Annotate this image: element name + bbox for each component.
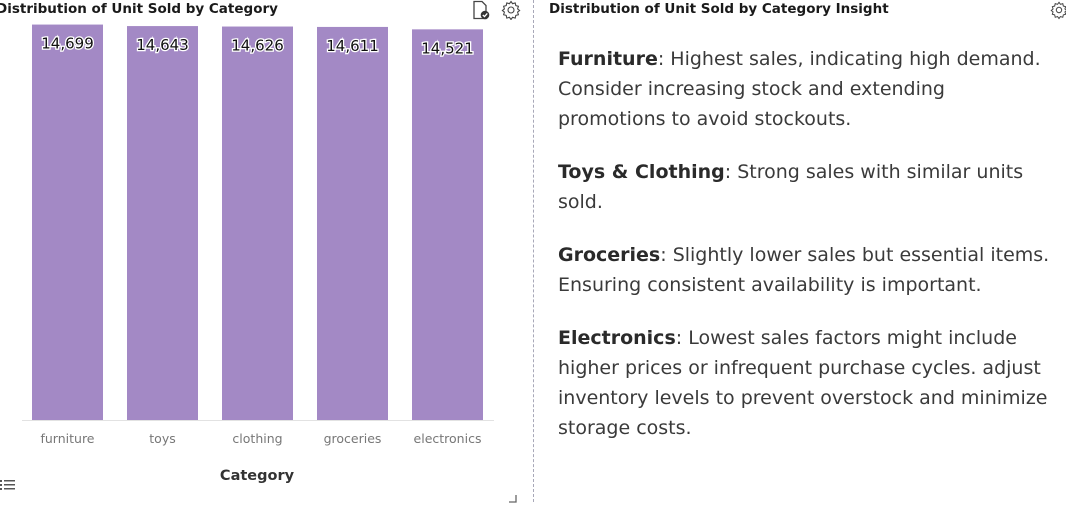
- data-label: 14,626: [231, 37, 284, 55]
- insight-term: Toys & Clothing: [558, 161, 725, 183]
- insight-toys-clothing: Toys & Clothing: Strong sales with simil…: [558, 157, 1058, 217]
- insight-term: Electronics: [558, 327, 676, 349]
- insight-furniture: Furniture: Highest sales, indicating hig…: [558, 44, 1058, 134]
- panel-divider: [533, 0, 534, 502]
- insight-title: Distribution of Unit Sold by Category In…: [549, 1, 889, 17]
- x-tick-label: furniture: [40, 431, 94, 446]
- x-axis-title: Category: [220, 468, 295, 484]
- insight-text: : Strong sales with similar units sold.: [558, 161, 1024, 213]
- x-tick-label: toys: [149, 431, 175, 446]
- insight-list: Furniture: Highest sales, indicating hig…: [558, 44, 1058, 466]
- bar: [317, 26, 388, 420]
- insight-text: : Slightly lower sales but essential ite…: [558, 244, 1050, 296]
- data-label: 14,699: [41, 35, 94, 53]
- bar: [127, 26, 198, 420]
- insight-text: : Lowest sales factors might include hig…: [558, 327, 1048, 439]
- document-check-icon[interactable]: [470, 0, 492, 20]
- gear-icon[interactable]: [1050, 0, 1066, 20]
- insight-term: Groceries: [558, 244, 661, 266]
- bar: [222, 26, 293, 420]
- bar: [32, 24, 103, 421]
- insight-panel: Distribution of Unit Sold by Category In…: [540, 0, 1066, 502]
- bar-chart: 14,699 furniture 14,643 toys 14,626 clothing 1…: [22, 24, 494, 484]
- bar: [412, 29, 483, 420]
- x-tick-label: groceries: [324, 431, 382, 446]
- data-label: 14,643: [136, 36, 189, 54]
- resize-handle-icon[interactable]: [509, 488, 517, 503]
- insight-groceries: Groceries: Slightly lower sales but esse…: [558, 240, 1058, 300]
- chart-title: Distribution of Unit Sold by Category: [0, 1, 278, 17]
- x-tick-label: clothing: [232, 431, 282, 446]
- insight-electronics: Electronics: Lowest sales factors might …: [558, 323, 1058, 443]
- list-icon[interactable]: [0, 478, 16, 492]
- insight-text: : Highest sales, indicating high demand.…: [558, 48, 1041, 130]
- chart-panel: Distribution of Unit Sold by Category 14…: [0, 0, 527, 503]
- x-tick-label: electronics: [414, 431, 482, 446]
- data-label: 14,521: [421, 39, 474, 57]
- insight-term: Furniture: [558, 48, 658, 70]
- gear-icon[interactable]: [500, 0, 522, 20]
- data-label: 14,611: [326, 37, 379, 55]
